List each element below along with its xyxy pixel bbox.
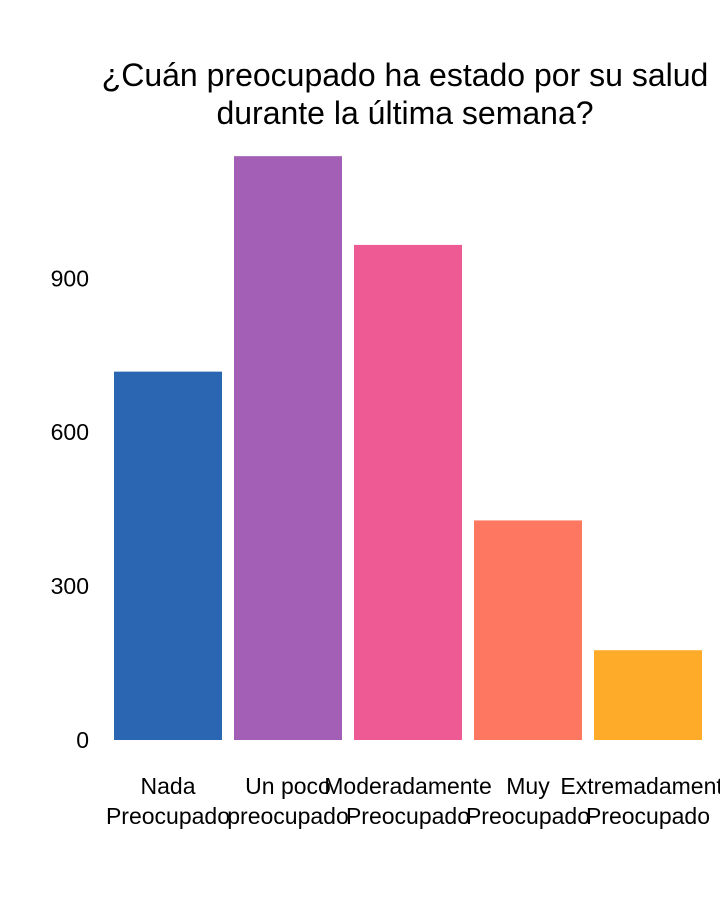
x-axis: Nada Preocupado Un poco preocupado Moderadam… [106,773,720,829]
x-tick-label: Preocupado [106,803,230,829]
y-tick-label: 300 [51,573,89,599]
y-tick-label: 900 [51,265,89,291]
bar [474,520,582,740]
bar [354,244,462,741]
x-tick-label: Preocupado [586,803,710,829]
x-tick-label: Un poco [245,773,331,799]
x-tick-label: Nada [141,773,196,799]
x-tick-label: Preocupado [346,803,470,829]
x-tick-label: Preocupado [466,803,590,829]
x-tick-label: Extremadamente [560,773,720,799]
y-tick-label: 600 [51,419,89,445]
chart-title-line-1: ¿Cuán preocupado ha estado por su salud [102,57,709,93]
x-tick-label: Moderadamente [324,773,492,799]
bars [114,156,702,741]
x-tick-label: Muy [506,773,550,799]
y-axis: 0 300 600 900 [51,265,89,753]
chart-title: ¿Cuán preocupado ha estado por su salud … [102,57,709,131]
chart-title-line-2: durante la última semana? [216,95,593,131]
bar [594,650,702,740]
x-tick-label: preocupado [227,803,349,829]
y-tick-label: 0 [76,727,89,753]
bar [234,156,342,741]
bar [114,371,222,740]
